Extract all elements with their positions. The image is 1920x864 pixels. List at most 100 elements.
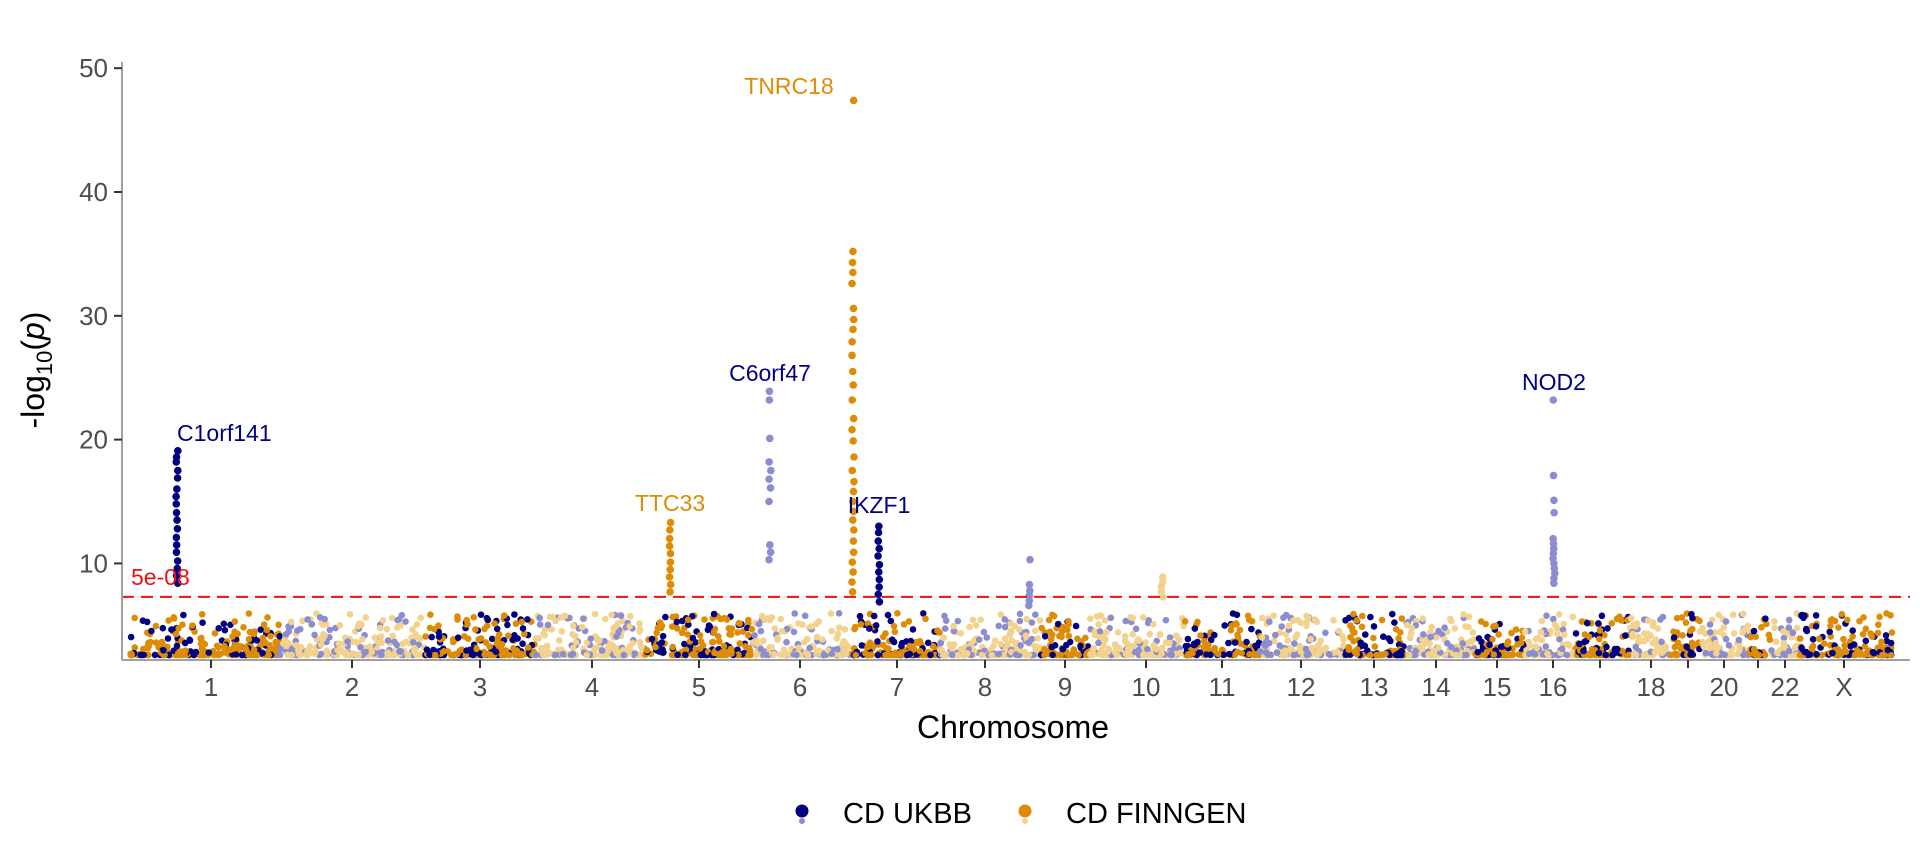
peak-variant-point <box>849 526 858 534</box>
variant-point <box>245 610 253 617</box>
variant-point <box>1595 635 1603 643</box>
variant-point <box>1625 651 1633 659</box>
variant-point <box>1844 616 1851 624</box>
variant-point <box>521 630 528 638</box>
variant-point <box>758 612 766 620</box>
variant-point <box>872 622 880 629</box>
variant-point <box>1882 632 1890 639</box>
variant-point <box>170 614 177 621</box>
variant-point <box>696 632 704 639</box>
x-tick-label: 11 <box>1209 672 1236 702</box>
variant-point <box>678 629 686 637</box>
variant-point <box>1762 615 1769 622</box>
variant-point <box>1629 633 1636 640</box>
variant-point <box>868 651 875 659</box>
peak-variant-point <box>848 425 856 434</box>
variant-point <box>473 645 480 653</box>
variant-point <box>1264 651 1272 658</box>
variant-point <box>1330 617 1337 624</box>
legend: CD UKBB CD FINNGEN <box>795 798 1246 830</box>
variant-point <box>801 612 809 620</box>
variant-point <box>887 617 895 625</box>
peak-points <box>172 96 1559 610</box>
variant-point <box>323 651 331 659</box>
variant-point <box>245 650 252 658</box>
peak-variant-point <box>173 485 181 493</box>
variant-point <box>1302 645 1310 653</box>
variant-point <box>1146 630 1154 638</box>
variant-point <box>806 644 813 652</box>
peak-variant-point <box>849 497 857 506</box>
variant-point <box>1112 649 1119 656</box>
variant-point <box>334 647 342 654</box>
variant-point <box>222 647 229 655</box>
variant-point <box>1317 637 1324 644</box>
variant-point <box>1553 630 1561 638</box>
peak-variant-point <box>767 466 775 475</box>
variant-point <box>517 650 525 658</box>
variant-point <box>874 638 881 645</box>
variant-point <box>174 650 182 657</box>
variant-point <box>1532 643 1539 650</box>
peak-variant-point <box>172 492 180 501</box>
variant-point <box>1771 624 1778 632</box>
variant-point <box>890 622 898 630</box>
variant-point <box>1257 648 1264 655</box>
variant-point <box>1828 616 1836 623</box>
variant-point <box>413 651 421 659</box>
variant-point <box>1127 614 1134 621</box>
variant-point <box>1196 649 1204 656</box>
variant-point <box>1801 648 1809 656</box>
variant-point <box>879 641 887 649</box>
variant-point <box>285 628 293 635</box>
variant-point <box>1460 611 1467 618</box>
variant-point <box>800 639 808 646</box>
variant-point <box>280 640 287 647</box>
variant-point <box>1651 648 1659 656</box>
variant-point <box>613 633 620 640</box>
variant-point <box>1097 612 1105 619</box>
variant-point <box>277 646 284 653</box>
variant-point <box>1851 651 1859 659</box>
variant-point <box>1452 651 1460 659</box>
variant-point <box>1088 651 1095 658</box>
variant-point <box>852 623 859 631</box>
x-tick-label: 3 <box>473 672 487 702</box>
variant-point <box>777 615 784 623</box>
variant-point <box>276 633 284 640</box>
variant-point <box>1671 643 1679 651</box>
variant-point <box>684 631 691 638</box>
variant-point <box>1878 638 1885 646</box>
variant-point <box>1435 627 1442 635</box>
x-tick-label: 4 <box>585 672 599 702</box>
peak-variant-point <box>1549 471 1558 480</box>
variant-point <box>1350 610 1357 618</box>
variant-point <box>807 623 815 630</box>
variant-point <box>636 620 643 627</box>
variant-point <box>1818 651 1826 659</box>
variant-point <box>540 630 547 637</box>
variant-point <box>1581 638 1588 646</box>
variant-point <box>1687 651 1694 658</box>
variant-point <box>292 642 300 649</box>
variant-point <box>950 627 958 635</box>
variant-point <box>583 651 590 659</box>
variant-point <box>551 651 559 659</box>
variant-point <box>1070 646 1078 653</box>
variant-point <box>1874 629 1882 637</box>
variant-point <box>910 646 918 653</box>
variant-point <box>777 651 784 658</box>
variant-point <box>140 645 147 653</box>
variant-point <box>1875 621 1882 628</box>
variant-point <box>1888 629 1896 636</box>
variant-point <box>1428 623 1435 631</box>
variant-point <box>975 636 983 643</box>
peak-variant-point <box>849 414 858 423</box>
variant-point <box>841 626 849 633</box>
variant-point <box>413 621 421 628</box>
variant-point <box>1861 643 1868 650</box>
peak-variant-point <box>849 548 858 557</box>
variant-point <box>898 642 905 650</box>
peak-variant-point <box>765 434 774 443</box>
variant-point <box>836 651 844 659</box>
